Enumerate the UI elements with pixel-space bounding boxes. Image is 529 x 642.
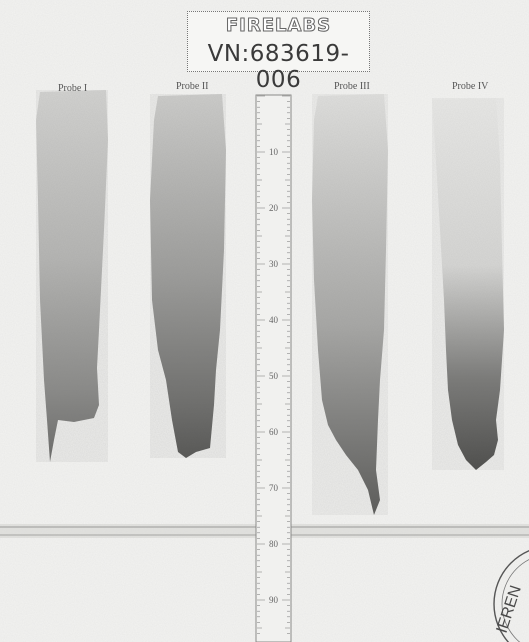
sample-label-3: Probe III (334, 81, 370, 92)
ruler-tick-label: 60 (269, 427, 279, 437)
sample-strip-3 (312, 94, 388, 515)
ruler-tick-label: 20 (269, 203, 279, 213)
stamp-vn-number: VN:683619-006 (207, 41, 350, 93)
ruler-tick-label: 70 (269, 483, 279, 493)
stamp-logo: FIRELABS (225, 15, 332, 37)
ruler-tick-label: 40 (269, 315, 279, 325)
ruler-tick-label: 30 (269, 259, 279, 269)
sample-label-1: Probe I (58, 83, 88, 94)
ruler-tick-label: 80 (269, 539, 279, 549)
lab-stamp: FIRELABS VN:683619-006 (187, 11, 370, 93)
measuring-ruler: 10 20 30 40 50 60 70 80 90 (255, 94, 292, 642)
ruler-tick-label: 90 (269, 595, 279, 605)
ruler-tick-label: 50 (269, 371, 279, 381)
ruler-tick-label: 10 (269, 147, 279, 157)
sample-strip-1 (36, 90, 108, 462)
sample-strip-4 (432, 98, 504, 470)
sample-strip-2 (150, 94, 226, 458)
sample-label-2: Probe II (176, 81, 209, 92)
sample-label-4: Probe IV (452, 81, 489, 92)
